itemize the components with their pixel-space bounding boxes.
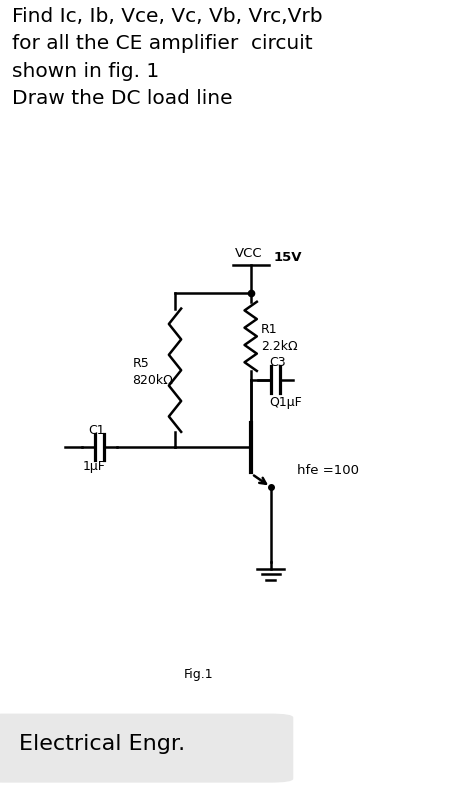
Text: Find Ic, Ib, Vce, Vc, Vb, Vrc,Vrb
for all the CE amplifier  circuit
shown in fig: Find Ic, Ib, Vce, Vc, Vb, Vrc,Vrb for al…: [12, 7, 323, 108]
Text: 820kΩ: 820kΩ: [132, 374, 173, 387]
Text: 1μF: 1μF: [83, 460, 106, 473]
Text: VCC: VCC: [235, 246, 262, 260]
Text: R5: R5: [132, 356, 149, 370]
Text: C3: C3: [269, 356, 286, 369]
Text: 2.2kΩ: 2.2kΩ: [261, 340, 298, 353]
Text: C1: C1: [88, 424, 105, 437]
Text: R1: R1: [261, 323, 278, 336]
Text: 15V: 15V: [273, 251, 302, 265]
Text: Q1μF: Q1μF: [270, 396, 302, 409]
Text: Fig.1: Fig.1: [184, 668, 213, 681]
Text: Electrical Engr.: Electrical Engr.: [19, 734, 185, 754]
Text: hfe =100: hfe =100: [297, 464, 359, 477]
FancyBboxPatch shape: [0, 714, 293, 783]
